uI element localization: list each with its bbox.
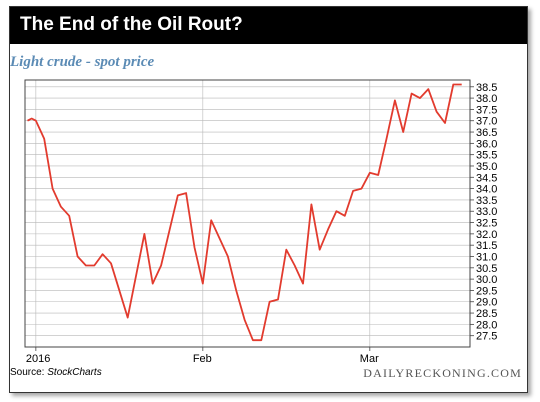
plot-area-border [24, 79, 471, 348]
y-tick-label: 32.0 [476, 229, 497, 241]
chart-frame: The End of the Oil Rout? [9, 6, 528, 393]
y-tick-label: 37.5 [476, 104, 497, 116]
y-tick-label: 38.5 [476, 82, 497, 94]
y-tick-label: 37.0 [476, 116, 497, 128]
chart-subtitle: Light crude - spot price [10, 54, 155, 70]
y-tick-label: 38.0 [476, 93, 497, 105]
x-axis-ticks: 2016 Feb Mar [26, 347, 379, 365]
y-tick-label: 33.0 [476, 206, 497, 218]
x-tick-label: 2016 [26, 353, 50, 365]
y-tick-label: 35.0 [476, 161, 497, 173]
series-group [27, 83, 462, 342]
y-tick-label: 31.5 [476, 240, 497, 252]
y-tick-label: 35.5 [476, 150, 497, 162]
y-tick-label: 29.0 [476, 297, 497, 309]
y-tick-label: 33.5 [476, 195, 497, 207]
x-tick-label: Feb [193, 353, 212, 365]
y-tick-label: 30.0 [476, 274, 497, 286]
source-label: Source: [10, 367, 45, 378]
y-tick-label: 28.5 [476, 308, 497, 320]
y-axis-ticks: 27.528.028.529.029.530.030.531.031.532.0… [470, 82, 497, 343]
y-tick-label: 30.5 [476, 263, 497, 275]
y-tick-label: 34.0 [476, 184, 497, 196]
plot-border [24, 79, 471, 348]
y-tick-label: 27.5 [476, 331, 497, 343]
y-tick-label: 31.0 [476, 251, 497, 263]
source-name: StockCharts [47, 367, 102, 378]
chart-title: The End of the Oil Rout? [20, 14, 243, 35]
x-tick-label: Mar [360, 353, 379, 365]
source-note: Source: StockCharts [10, 367, 102, 378]
y-tick-label: 36.0 [476, 138, 497, 150]
title-bar: The End of the Oil Rout? [10, 7, 527, 44]
price-series-line [27, 83, 462, 342]
y-tick-label: 36.5 [476, 127, 497, 139]
y-tick-label: 34.5 [476, 172, 497, 184]
chart-grid [25, 80, 470, 347]
y-tick-label: 32.5 [476, 218, 497, 230]
brand-credit: DAILYRECKONING.COM [363, 366, 522, 380]
y-tick-label: 29.5 [476, 285, 497, 297]
y-tick-label: 28.0 [476, 319, 497, 331]
